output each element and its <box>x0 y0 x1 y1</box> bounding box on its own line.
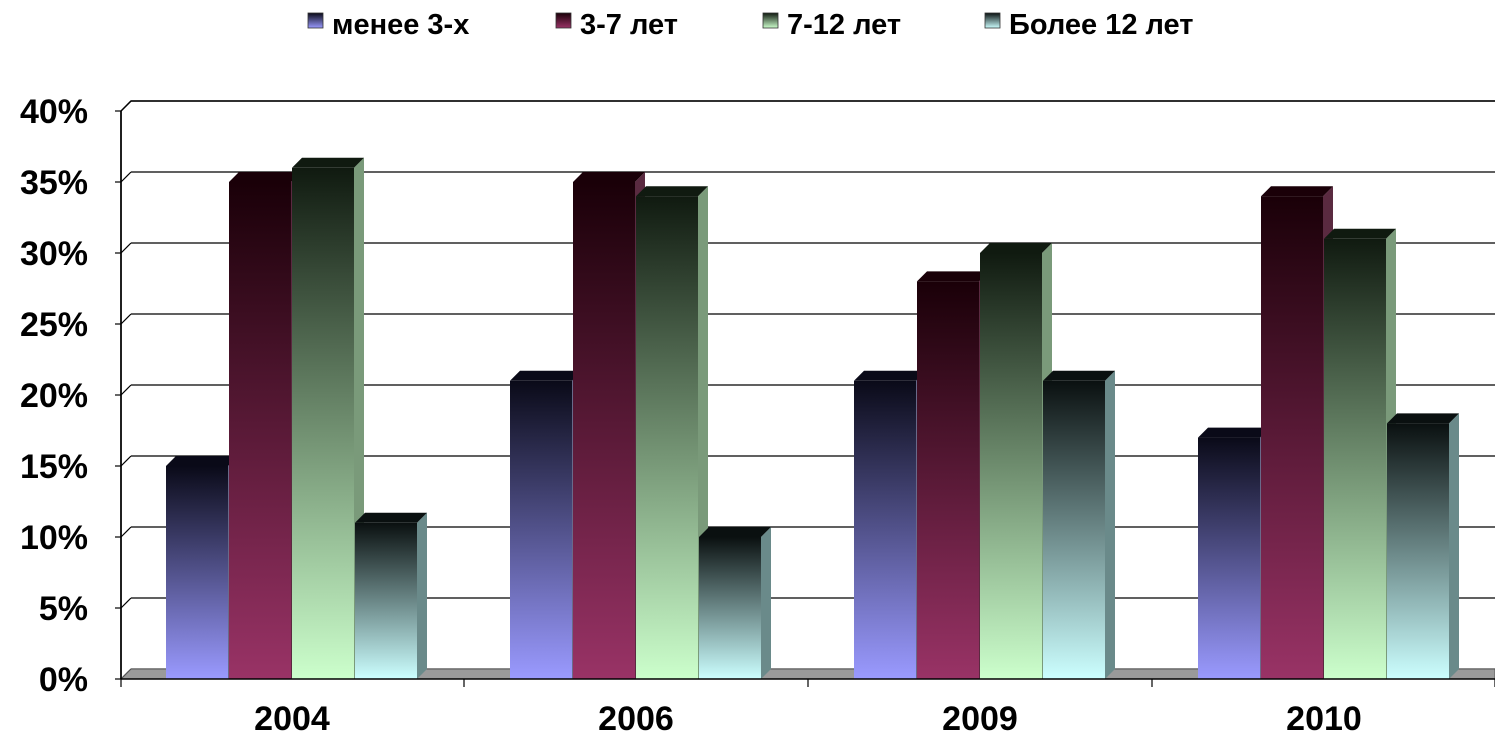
legend-label: 3-7 лет <box>580 9 678 41</box>
bar <box>854 370 926 679</box>
bar-top <box>355 512 427 523</box>
bar-front <box>699 537 761 679</box>
bar-front <box>1387 423 1449 679</box>
bar-top <box>1043 370 1115 381</box>
y-tick-label: 20% <box>20 377 88 415</box>
bar-top <box>980 243 1052 253</box>
bar <box>229 172 301 679</box>
bar-front <box>636 196 698 679</box>
bar-front <box>917 281 979 679</box>
gridline-diag <box>120 313 132 325</box>
gridline-diag <box>120 455 132 467</box>
bars <box>166 157 1459 680</box>
axes: 0% 5% 10% 15% 20% 25% 30% 35% 40% 2004 2006 2009 201… <box>20 93 1495 735</box>
legend-item: менее 3-х <box>307 9 469 41</box>
bar-front <box>292 167 354 680</box>
bar-front <box>229 182 291 679</box>
bar-top <box>636 186 708 197</box>
bar <box>166 456 238 679</box>
bar-side <box>761 527 771 679</box>
bar <box>699 527 771 679</box>
x-tick-label: 2010 <box>1286 700 1362 735</box>
gridline-diag <box>120 597 132 609</box>
bar <box>573 172 645 679</box>
legend-item: 3-7 лет <box>555 9 678 41</box>
y-tick-label: 30% <box>20 235 88 273</box>
legend: менее 3-х 3-7 лет 7-12 лет Более 12 лет <box>307 9 1194 41</box>
bar-top <box>229 172 301 182</box>
bar-top <box>1324 228 1396 239</box>
gridline-diag <box>120 242 132 254</box>
bar <box>292 157 364 680</box>
gridline-diag <box>120 526 132 538</box>
bar-front <box>1198 437 1260 679</box>
bar-front <box>1324 238 1386 680</box>
gridline-diag <box>120 100 132 112</box>
gridline-diag <box>120 384 132 396</box>
bar <box>980 243 1052 679</box>
bar <box>1324 228 1396 680</box>
bar <box>1387 413 1459 679</box>
legend-swatch <box>984 12 1001 29</box>
legend-swatch <box>762 12 779 29</box>
y-tick-label: 0% <box>39 661 88 699</box>
bar-top <box>573 172 645 182</box>
y-tick-label: 15% <box>20 448 88 486</box>
bar-side <box>417 512 427 679</box>
bar-top <box>699 527 771 537</box>
bar-side <box>1105 370 1115 679</box>
y-tick-label: 10% <box>20 519 88 557</box>
bar-front <box>355 522 417 679</box>
legend-item: Более 12 лет <box>984 9 1194 41</box>
bar-top <box>1198 427 1270 438</box>
bar <box>1043 370 1115 679</box>
gridline-diag <box>120 171 132 183</box>
legend-label: 7-12 лет <box>787 9 901 41</box>
bar-top <box>1261 186 1333 197</box>
bar-front <box>980 253 1042 679</box>
bar <box>636 186 708 679</box>
y-tick-label: 35% <box>20 164 88 202</box>
legend-swatch <box>555 12 572 29</box>
bar <box>355 512 427 679</box>
y-tick-label: 25% <box>20 306 88 344</box>
y-tick-label: 5% <box>39 590 88 628</box>
legend-swatch <box>307 12 324 29</box>
bar <box>510 370 582 679</box>
bar <box>1261 186 1333 679</box>
bar-front <box>573 182 635 679</box>
x-tick-label: 2009 <box>942 700 1018 735</box>
bar-front <box>1043 380 1105 679</box>
legend-label: Более 12 лет <box>1009 9 1194 41</box>
x-tick-label: 2006 <box>598 700 674 735</box>
bar <box>1198 427 1270 679</box>
bar-top <box>1387 413 1459 424</box>
bar-front <box>166 466 228 679</box>
bar-front <box>510 380 572 679</box>
bar-front <box>1261 196 1323 679</box>
bar-front <box>854 380 916 679</box>
legend-item: 7-12 лет <box>762 9 901 41</box>
legend-label: менее 3-х <box>332 9 469 41</box>
bar-top <box>292 157 364 168</box>
x-tick-label: 2004 <box>254 700 330 735</box>
bar-top <box>510 370 582 381</box>
bar-top <box>166 456 238 466</box>
bar <box>917 271 989 679</box>
bar-side <box>1449 413 1459 679</box>
y-tick-label: 40% <box>20 93 88 131</box>
bar-top <box>854 370 926 381</box>
bar-top <box>917 271 989 282</box>
